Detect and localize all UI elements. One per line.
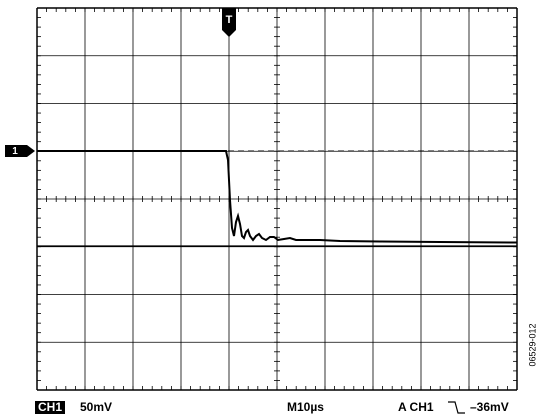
trigger-source: A CH1 — [398, 400, 434, 414]
trigger-level: –36mV — [470, 400, 509, 414]
graticule — [36, 7, 518, 391]
channel-label: CH1 — [38, 400, 62, 414]
waveform — [37, 150, 518, 244]
trigger-marker: T — [222, 8, 236, 37]
channel-marker-label: 1 — [12, 146, 18, 157]
volts-per-div: 50mV — [80, 400, 112, 414]
time-per-div: M10µs — [287, 400, 324, 414]
figure-id: 06529-012 — [527, 323, 537, 366]
trigger-marker-label: T — [226, 14, 233, 26]
channel-badge — [35, 401, 65, 414]
channel-marker: 1 — [5, 145, 35, 157]
falling-edge-icon — [448, 401, 465, 414]
